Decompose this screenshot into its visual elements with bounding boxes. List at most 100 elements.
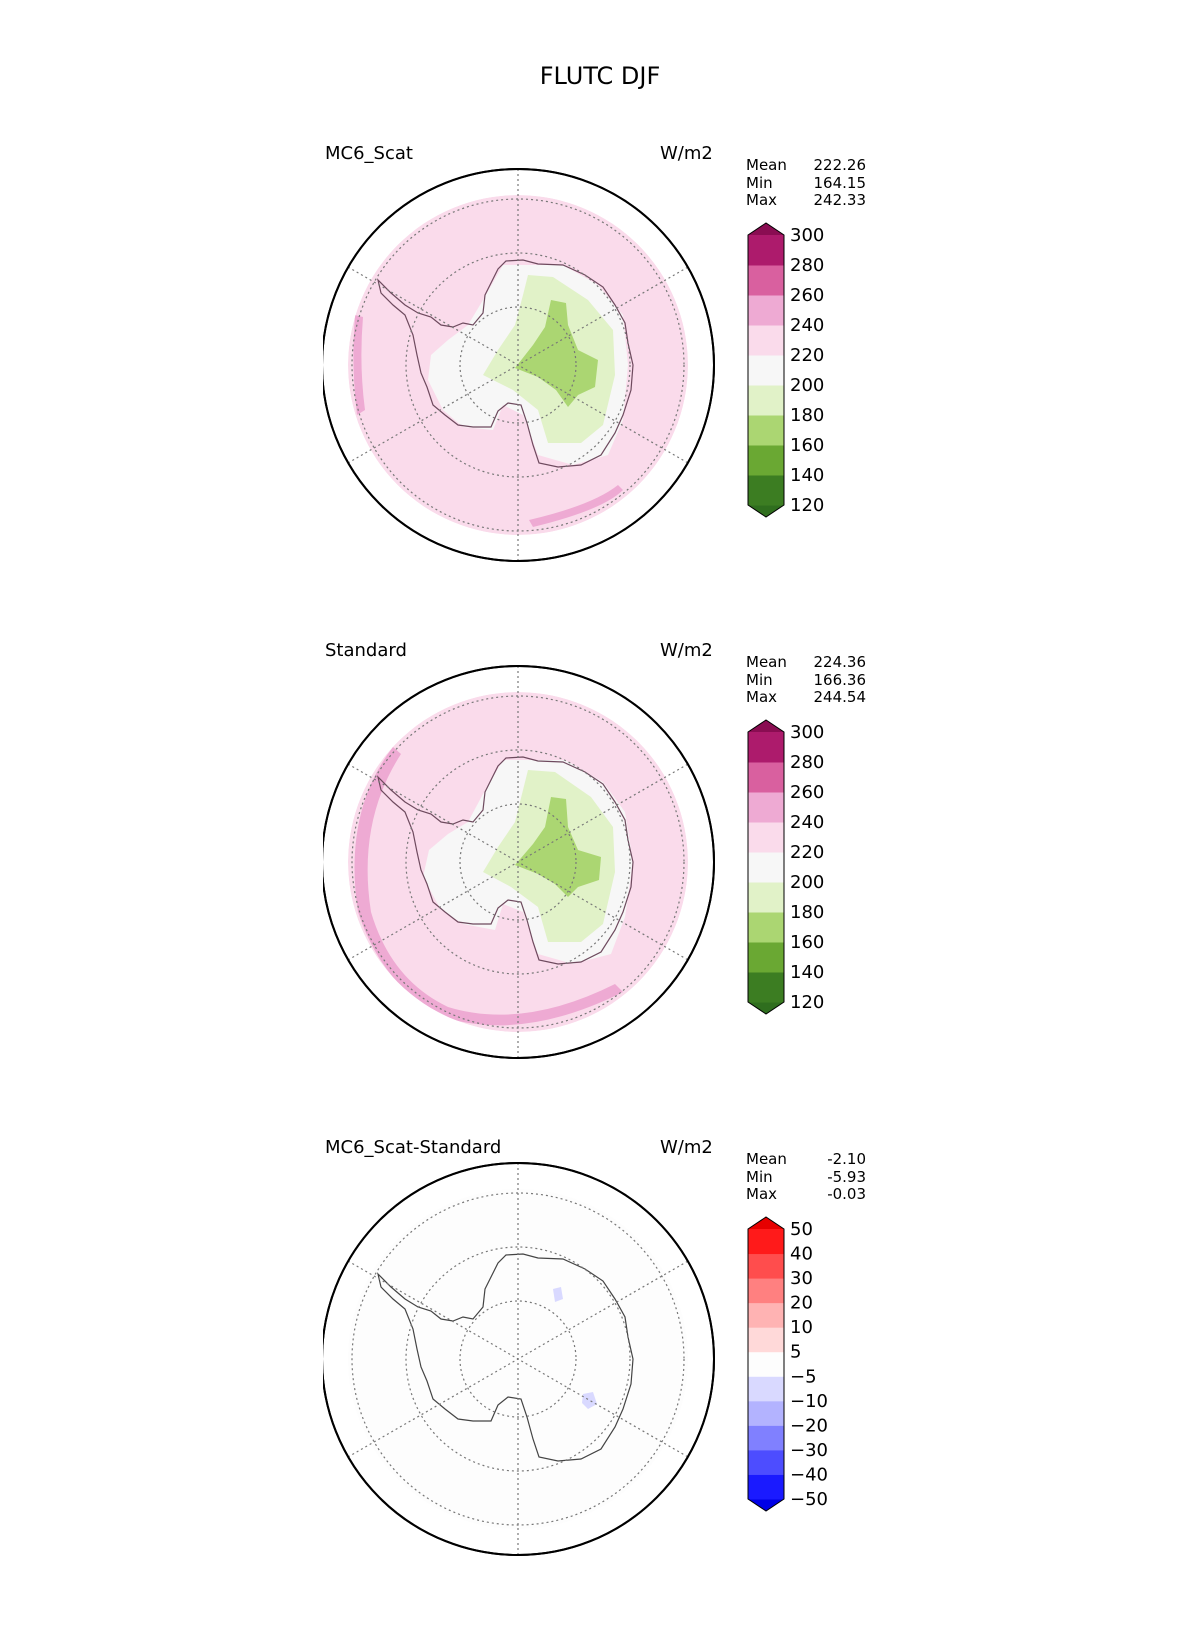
colorbar-extension-top	[748, 223, 784, 235]
graticule	[347, 666, 689, 1058]
stat-mean: Mean -2.10	[746, 1150, 866, 1168]
colorbar-extension-bottom	[748, 505, 784, 517]
map-panel-standard: Standard W/m2 Mean 224.36 Min 166.36 Max 24…	[0, 640, 1200, 1110]
colorbar-swatch	[748, 762, 784, 793]
colorbar-tick-label: 280	[790, 752, 824, 773]
map-panel-mc6-scat: MC6_Scat W/m2 Mean 222.26 Min 164.15 Max 24…	[0, 143, 1200, 613]
polar-map	[323, 168, 715, 562]
stat-max: Max 244.54	[746, 688, 866, 706]
colorbar-swatch	[748, 732, 784, 763]
colorbar-tick-label: 160	[790, 435, 824, 456]
colorbar-swatch	[748, 265, 784, 296]
colorbar-tick-label: −40	[790, 1464, 828, 1485]
colorbar-swatch	[748, 1474, 784, 1500]
colorbar-tick-label: 40	[790, 1244, 813, 1265]
figure-title: FLUTC DJF	[539, 62, 661, 90]
colorbar-swatch	[748, 235, 784, 266]
rim-band	[529, 485, 623, 527]
colorbar-tick-label: 30	[790, 1268, 813, 1289]
colorbar-swatch	[748, 1253, 784, 1279]
colorbar-swatch	[748, 1278, 784, 1304]
rim-band	[354, 747, 623, 1026]
colorbar-swatch	[748, 882, 784, 913]
panel-units: W/m2	[660, 143, 713, 164]
colorbar-tick-label: 200	[790, 375, 824, 396]
colorbar-tick-label: 140	[790, 962, 824, 983]
colorbar-tick-label: 160	[790, 932, 824, 953]
panel-title: Standard	[325, 640, 407, 661]
panel-units: W/m2	[660, 1137, 713, 1158]
colorbar-tick-label: 280	[790, 255, 824, 276]
colorbar-swatch	[748, 325, 784, 356]
colorbar-tick-label: 20	[790, 1293, 813, 1314]
colorbar-tick-label: 180	[790, 902, 824, 923]
colorbar: 120 140 160 180 200 220 240 260 280 300	[747, 222, 824, 518]
colorbar-tick-label: −5	[790, 1366, 817, 1387]
colorbar-swatch	[748, 385, 784, 416]
colorbar-tick-label: 300	[790, 225, 824, 246]
colorbar-swatch	[748, 1327, 784, 1353]
colorbar: 120 140 160 180 200 220 240 260 280 300	[747, 719, 824, 1015]
stats-box: Mean 224.36 Min 166.36 Max 244.54	[746, 653, 866, 707]
graticule	[347, 1163, 689, 1555]
colorbar-tick-label: 240	[790, 812, 824, 833]
colorbar-tick-label: −30	[790, 1440, 828, 1461]
colorbar: −50 −40 −30 −20 −10 −5 5 10 20 30 40 50	[747, 1216, 828, 1512]
colorbar-swatch	[748, 1376, 784, 1402]
polar-map	[323, 665, 715, 1059]
colorbar-tick-label: 260	[790, 285, 824, 306]
stat-min: Min 166.36	[746, 670, 866, 689]
panel-title: MC6_Scat-Standard	[325, 1137, 502, 1158]
negative-anomaly	[582, 1392, 597, 1409]
contour-160	[515, 300, 598, 407]
colorbar-swatch	[748, 852, 784, 883]
colorbar-tick-label: 120	[790, 495, 824, 516]
colorbar-tick-label: 260	[790, 782, 824, 803]
rim-band	[353, 315, 365, 415]
colorbar-tick-label: −50	[790, 1489, 828, 1510]
colorbar-tick-label: 10	[790, 1317, 813, 1338]
colorbar-tick-label: 180	[790, 405, 824, 426]
colorbar-swatch	[748, 1425, 784, 1451]
stats-box: Mean 222.26 Min 164.15 Max 242.33	[746, 156, 866, 210]
colorbar-swatch	[748, 355, 784, 386]
colorbar-tick-label: 120	[790, 992, 824, 1013]
colorbar-tick-label: 220	[790, 345, 824, 366]
colorbar-swatch	[748, 295, 784, 326]
colorbar-tick-label: −10	[790, 1391, 828, 1412]
stats-box: Mean -2.10 Min -5.93 Max -0.03	[746, 1150, 866, 1204]
graticule	[347, 169, 689, 561]
colorbar-swatch	[748, 1400, 784, 1426]
colorbar-tick-label: 240	[790, 315, 824, 336]
colorbar-tick-label: 50	[790, 1219, 813, 1240]
colorbar-swatch	[748, 972, 784, 1003]
contour-160	[515, 797, 601, 897]
colorbar-tick-label: 220	[790, 842, 824, 863]
colorbar-tick-label: 5	[790, 1342, 801, 1363]
panel-units: W/m2	[660, 640, 713, 661]
negative-anomaly	[553, 1287, 563, 1302]
colorbar-swatch	[748, 912, 784, 943]
colorbar-swatch	[748, 415, 784, 446]
coastline	[376, 259, 634, 468]
colorbar-swatch	[748, 445, 784, 476]
stat-mean: Mean 224.36	[746, 653, 866, 671]
stat-max: Max 242.33	[746, 191, 866, 209]
colorbar-tick-label: −20	[790, 1415, 828, 1436]
colorbar-tick-label: 140	[790, 465, 824, 486]
colorbar-swatch	[748, 1229, 784, 1255]
colorbar-extension-top	[748, 720, 784, 732]
stat-mean: Mean 222.26	[746, 156, 866, 174]
colorbar-swatch	[748, 942, 784, 973]
colorbar-outline	[747, 1216, 785, 1512]
coastline	[376, 1253, 634, 1462]
colorbar-outline	[747, 719, 785, 1015]
stat-min: Min -5.93	[746, 1167, 866, 1186]
coastline	[376, 756, 634, 965]
colorbar-swatch	[748, 792, 784, 823]
colorbar-swatch	[748, 822, 784, 853]
panel-title: MC6_Scat	[325, 143, 413, 164]
colorbar-tick-label: 200	[790, 872, 824, 893]
polar-map	[323, 1162, 715, 1556]
colorbar-extension-top	[748, 1217, 784, 1229]
